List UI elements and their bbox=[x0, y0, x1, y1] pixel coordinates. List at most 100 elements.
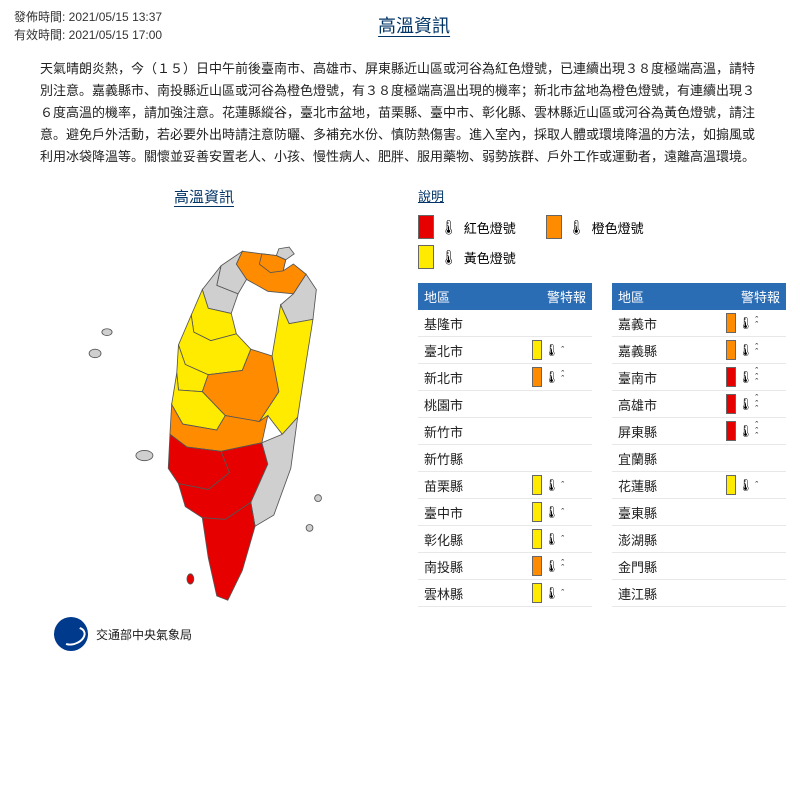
region-name: 嘉義市 bbox=[618, 314, 726, 333]
alert-arrows: ˆ bbox=[561, 591, 564, 596]
legend-item: 🌡 橙色燈號 bbox=[546, 215, 644, 239]
table-row: 嘉義市🌡ˆˆ bbox=[612, 310, 786, 337]
map-island bbox=[306, 525, 313, 532]
region-name: 雲林縣 bbox=[424, 584, 532, 603]
alert-swatch bbox=[532, 340, 542, 360]
thermometer-icon: 🌡 bbox=[440, 249, 458, 266]
alert-swatch bbox=[532, 367, 542, 387]
region-name: 嘉義縣 bbox=[618, 341, 726, 360]
thermometer-icon: 🌡 bbox=[738, 478, 753, 492]
table-row: 彰化縣🌡ˆ bbox=[418, 526, 592, 553]
legend-item: 🌡黃色燈號 bbox=[418, 245, 516, 269]
table-row: 新竹市 bbox=[418, 418, 592, 445]
thermometer-icon: 🌡 bbox=[738, 397, 753, 411]
alert-cell: 🌡ˆˆ bbox=[726, 340, 780, 360]
agency-logo-icon bbox=[54, 617, 88, 651]
th-region: 地區 bbox=[618, 287, 726, 306]
legend-title: 說明 bbox=[418, 186, 786, 205]
alert-column-left: 地區 警特報 基隆市臺北市🌡ˆ新北市🌡ˆˆ桃園市新竹市新竹縣苗栗縣🌡ˆ臺中市🌡ˆ… bbox=[418, 283, 592, 607]
alert-arrows: ˆ bbox=[755, 483, 758, 488]
thermometer-icon: 🌡 bbox=[738, 316, 753, 330]
thermometer-icon: 🌡 bbox=[544, 559, 559, 573]
alert-cell: 🌡ˆ bbox=[532, 529, 586, 549]
map-island bbox=[136, 451, 153, 461]
region-name: 屏東縣 bbox=[618, 422, 726, 441]
alert-arrows: ˆ bbox=[561, 537, 564, 542]
page-title: 高溫資訊 bbox=[42, 12, 786, 38]
region-name: 臺東縣 bbox=[618, 503, 726, 522]
alert-swatch bbox=[726, 367, 736, 387]
table-header: 地區 警特報 bbox=[612, 283, 786, 310]
table-row: 高雄市🌡ˆˆˆ bbox=[612, 391, 786, 418]
thermometer-icon: 🌡 bbox=[544, 505, 559, 519]
alert-arrows: ˆˆ bbox=[561, 561, 564, 572]
alert-swatch bbox=[532, 475, 542, 495]
region-name: 南投縣 bbox=[424, 557, 532, 576]
region-name: 彰化縣 bbox=[424, 530, 532, 549]
map-region-新北 bbox=[236, 252, 306, 295]
region-name: 臺南市 bbox=[618, 368, 726, 387]
th-alert: 警特報 bbox=[532, 287, 586, 306]
legend-item: 🌡 紅色燈號 bbox=[418, 215, 516, 239]
thermometer-icon: 🌡 bbox=[544, 586, 559, 600]
alert-arrows: ˆˆ bbox=[561, 372, 564, 383]
region-name: 澎湖縣 bbox=[618, 530, 726, 549]
table-row: 臺東縣 bbox=[612, 499, 786, 526]
alert-swatch bbox=[726, 475, 736, 495]
map-island bbox=[102, 329, 112, 336]
alert-cell: 🌡ˆ bbox=[532, 502, 586, 522]
thermometer-icon: 🌡 bbox=[544, 343, 559, 357]
legend-label: 紅色燈號 bbox=[464, 218, 516, 237]
alert-swatch bbox=[532, 556, 542, 576]
agency-text: 交通部中央氣象局 bbox=[96, 626, 192, 643]
agency: 交通部中央氣象局 bbox=[14, 617, 394, 651]
th-region: 地區 bbox=[424, 287, 532, 306]
alert-columns: 地區 警特報 基隆市臺北市🌡ˆ新北市🌡ˆˆ桃園市新竹市新竹縣苗栗縣🌡ˆ臺中市🌡ˆ… bbox=[418, 283, 786, 607]
alert-cell: 🌡ˆ bbox=[532, 583, 586, 603]
alert-cell: 🌡ˆ bbox=[532, 475, 586, 495]
table-row: 新竹縣 bbox=[418, 445, 592, 472]
map bbox=[14, 213, 394, 613]
region-name: 新北市 bbox=[424, 368, 532, 387]
thermometer-icon: 🌡 bbox=[738, 370, 753, 384]
region-name: 金門縣 bbox=[618, 557, 726, 576]
thermometer-icon: 🌡 bbox=[544, 532, 559, 546]
table-row: 臺中市🌡ˆ bbox=[418, 499, 592, 526]
table-row: 新北市🌡ˆˆ bbox=[418, 364, 592, 391]
alert-arrows: ˆˆ bbox=[755, 318, 758, 329]
thermometer-icon: 🌡 bbox=[440, 219, 458, 236]
thermometer-icon: 🌡 bbox=[544, 478, 559, 492]
info-panel: 說明 🌡紅色燈號🌡橙色燈號🌡黃色燈號 地區 警特報 基隆市臺北市🌡ˆ新北市🌡ˆˆ… bbox=[418, 186, 786, 651]
header: 發佈時間: 2021/05/15 13:37 有效時間: 2021/05/15 … bbox=[0, 0, 800, 48]
region-name: 新竹市 bbox=[424, 422, 532, 441]
map-title: 高溫資訊 bbox=[14, 186, 394, 207]
legend: 🌡 紅色燈號 🌡 橙色燈號 🌡黃色燈號 bbox=[418, 215, 786, 269]
alert-cell: 🌡ˆ bbox=[726, 475, 780, 495]
table-row: 宜蘭縣 bbox=[612, 445, 786, 472]
legend-label: 橙色燈號 bbox=[592, 218, 644, 237]
alert-arrows: ˆˆˆ bbox=[755, 423, 758, 439]
table-row: 桃園市 bbox=[418, 391, 592, 418]
alert-arrows: ˆˆˆ bbox=[755, 369, 758, 385]
alert-swatch bbox=[532, 583, 542, 603]
alert-cell: 🌡ˆ bbox=[532, 340, 586, 360]
alert-cell: 🌡ˆˆ bbox=[726, 313, 780, 333]
description: 天氣晴朗炎熱，今（１５）日中午前後臺南市、高雄市、屏東縣近山區或河谷為紅色燈號，… bbox=[0, 48, 800, 186]
content: 高溫資訊 交通部中央氣象局 說明 🌡紅色燈號🌡橙色燈號🌡黃色燈號 地區 警特報 … bbox=[0, 186, 800, 651]
table-row: 雲林縣🌡ˆ bbox=[418, 580, 592, 607]
alert-cell: 🌡ˆˆˆ bbox=[726, 421, 780, 441]
alert-arrows: ˆˆ bbox=[755, 345, 758, 356]
thermometer-icon: 🌡 bbox=[544, 370, 559, 384]
table-row: 臺南市 🌡ˆˆˆ bbox=[612, 364, 786, 391]
table-row: 南投縣🌡ˆˆ bbox=[418, 553, 592, 580]
thermometer-icon: 🌡 bbox=[568, 219, 586, 236]
table-row: 苗栗縣🌡ˆ bbox=[418, 472, 592, 499]
region-name: 基隆市 bbox=[424, 314, 532, 333]
region-name: 桃園市 bbox=[424, 395, 532, 414]
map-island bbox=[89, 350, 101, 359]
alert-cell: 🌡ˆˆ bbox=[532, 556, 586, 576]
th-alert: 警特報 bbox=[726, 287, 780, 306]
region-name: 新竹縣 bbox=[424, 449, 532, 468]
alert-cell: 🌡ˆˆ bbox=[532, 367, 586, 387]
region-name: 宜蘭縣 bbox=[618, 449, 726, 468]
